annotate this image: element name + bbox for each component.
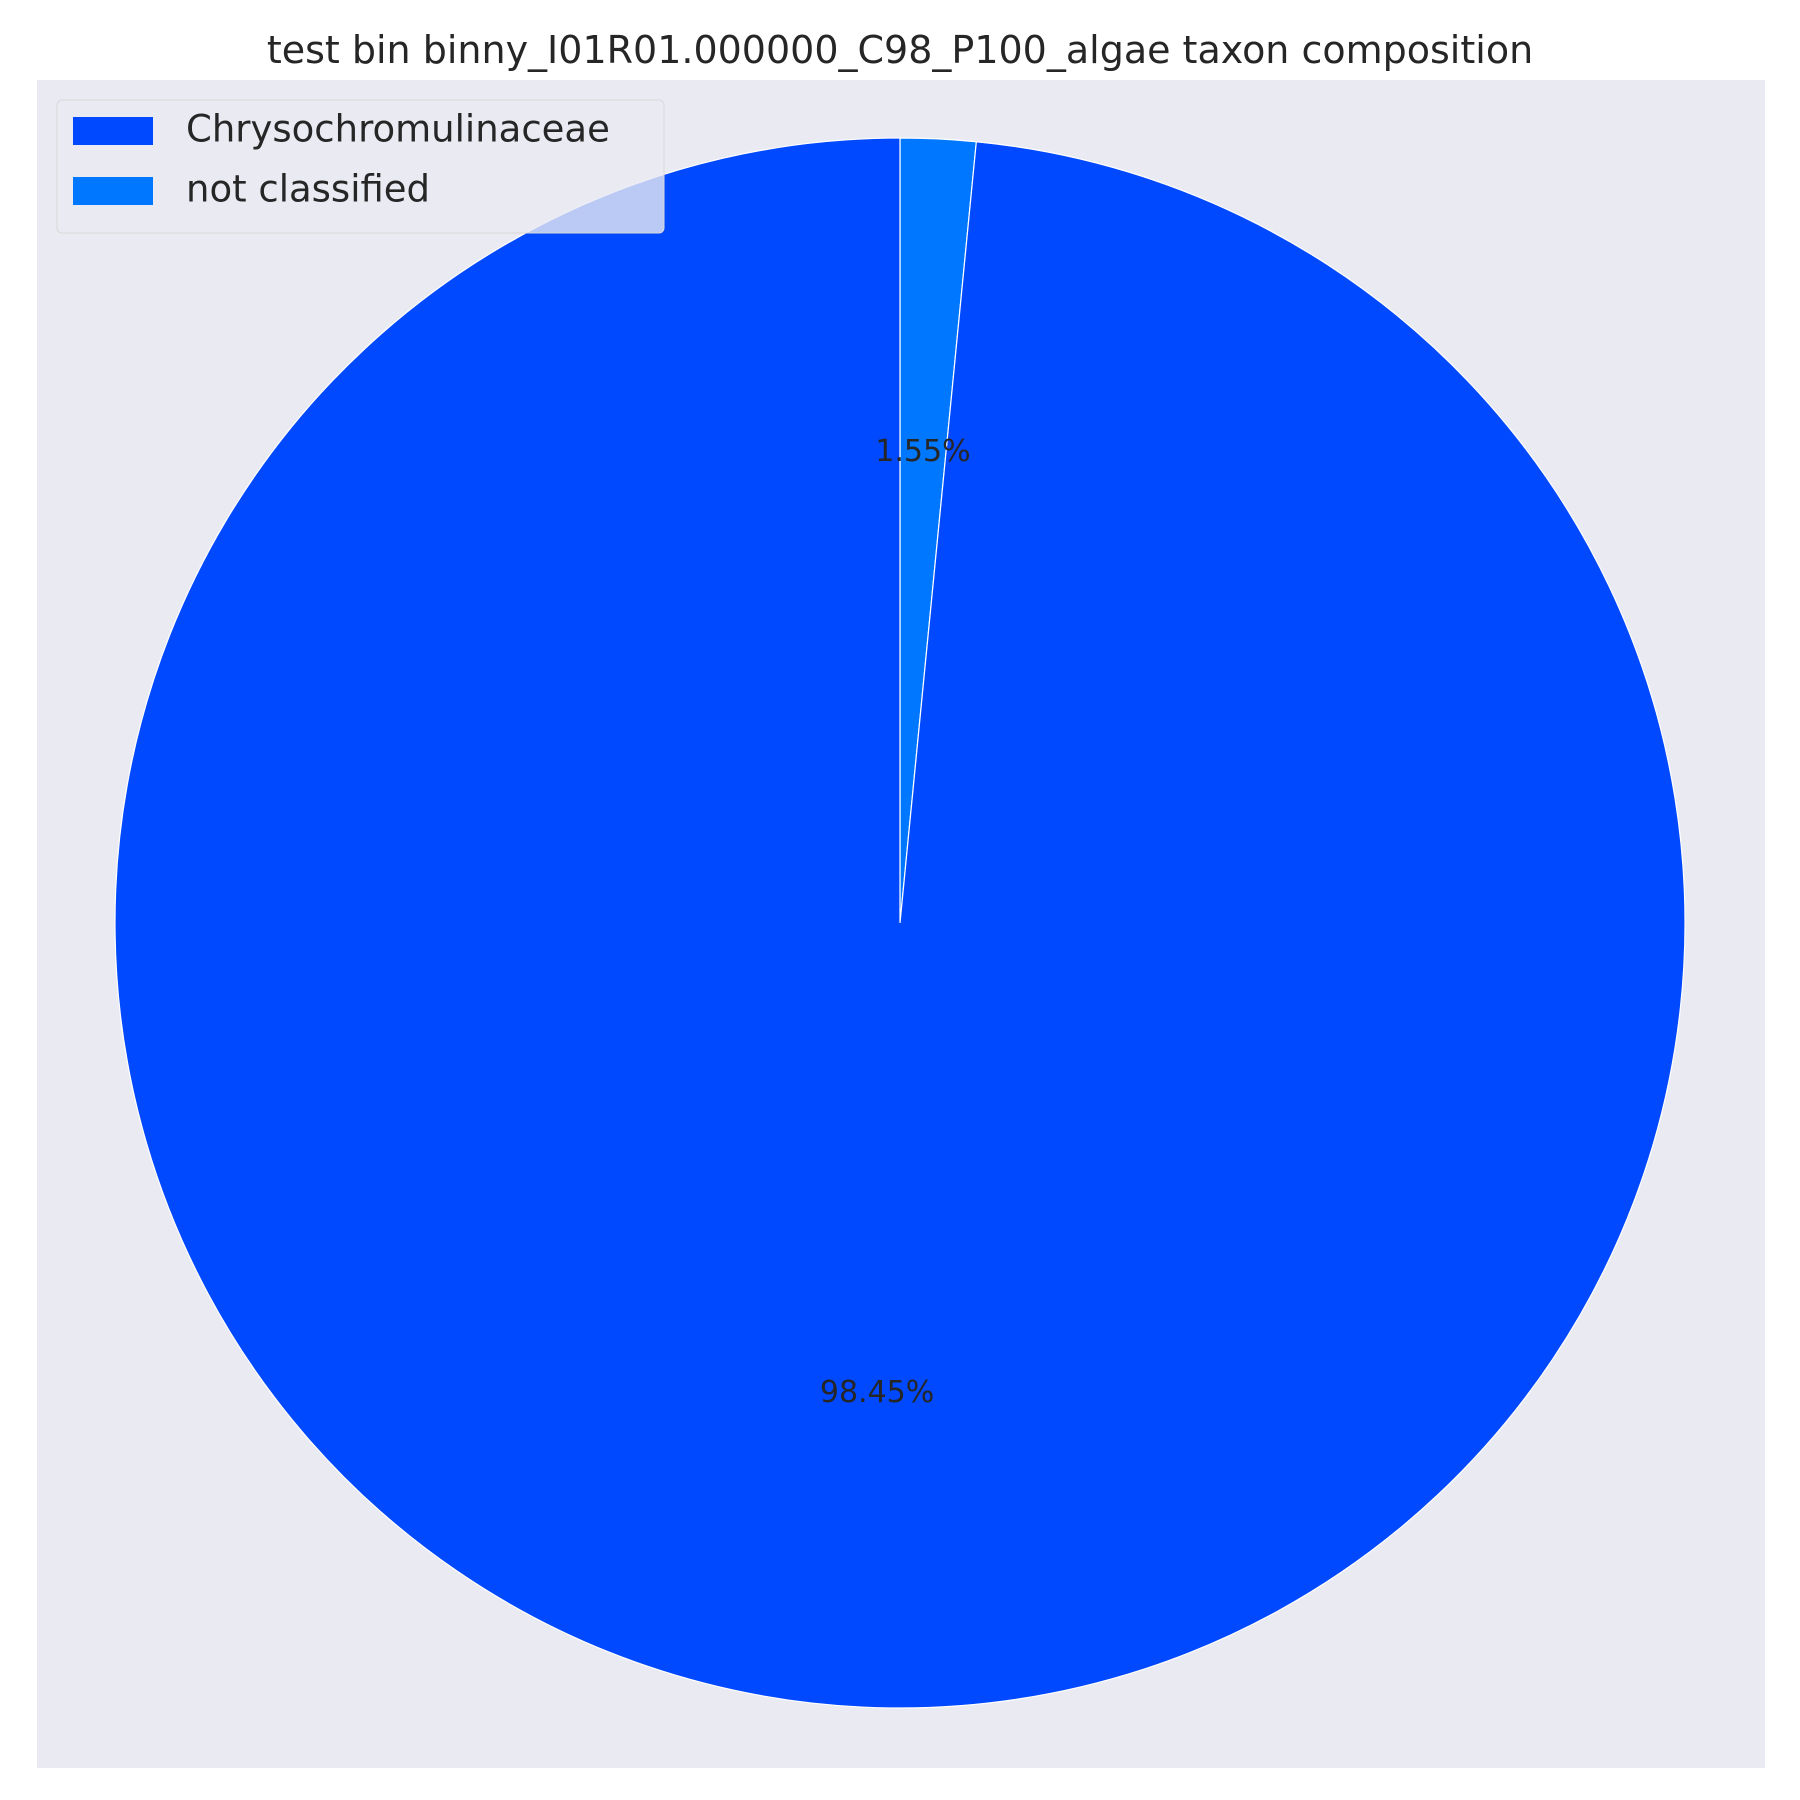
pie-slices <box>114 137 1686 1709</box>
pie-percent-label: 98.45% <box>820 1375 934 1410</box>
legend-swatch <box>73 177 153 205</box>
legend: Chrysochromulinaceae not classified <box>56 99 665 234</box>
legend-label: not classified <box>186 168 430 211</box>
pie-percent-label: 1.55% <box>875 434 970 469</box>
pie-slice-chrysochromulinaceae <box>114 137 1686 1709</box>
legend-swatch <box>73 117 153 145</box>
legend-label: Chrysochromulinaceae <box>186 108 610 151</box>
pie-percent-labels: 1.55% 98.45% <box>820 434 971 1410</box>
legend-box <box>56 99 665 234</box>
chart-title: test bin binny_I01R01.000000_C98_P100_al… <box>266 28 1534 72</box>
